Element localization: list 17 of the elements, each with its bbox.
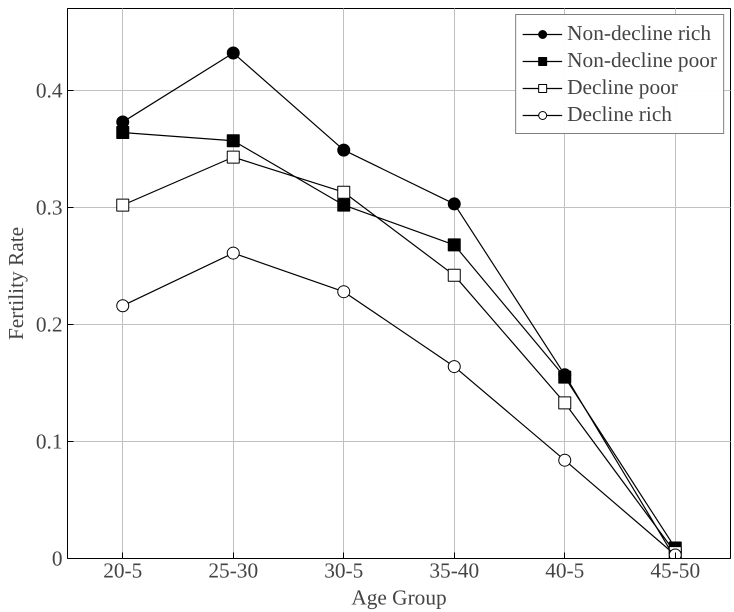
legend-label: Decline rich bbox=[567, 102, 672, 127]
x-tick-label: 25-30 bbox=[208, 558, 258, 582]
legend-label: Non-decline rich bbox=[567, 21, 712, 46]
x-tick-label: 40-5 bbox=[545, 558, 584, 582]
y-tick-label: 0.2 bbox=[36, 312, 63, 336]
y-tick-label: 0 bbox=[52, 546, 63, 570]
y-axis-title: Fertility Rate bbox=[4, 226, 28, 340]
y-tick-label: 0.4 bbox=[36, 78, 63, 102]
x-tick-label: 45-50 bbox=[650, 558, 700, 582]
x-tick-label: 20-5 bbox=[103, 558, 142, 582]
x-axis-title: Age Group bbox=[351, 586, 447, 610]
y-tick-label: 0.1 bbox=[36, 429, 63, 454]
legend-label: Non-decline poor bbox=[567, 48, 717, 73]
x-tick-label: 30-5 bbox=[324, 558, 364, 582]
y-tick-label: 0.3 bbox=[36, 195, 63, 220]
legend-label: Decline poor bbox=[567, 75, 678, 100]
x-tick-label: 35-40 bbox=[429, 558, 480, 582]
